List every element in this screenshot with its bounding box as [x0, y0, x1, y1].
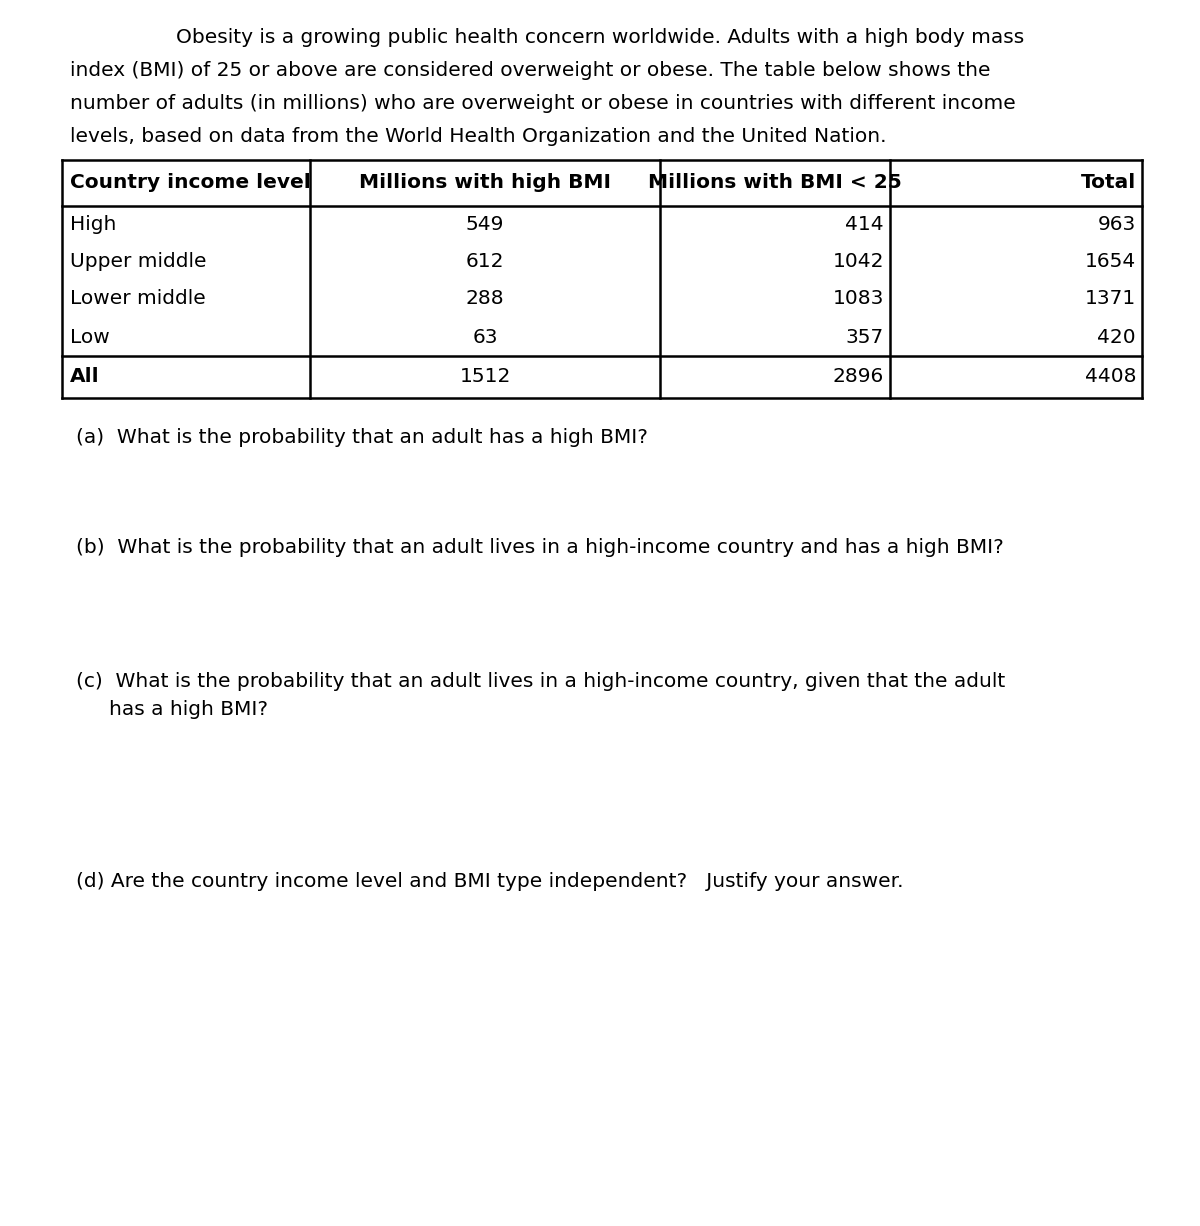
Text: (a)  What is the probability that an adult has a high BMI?: (a) What is the probability that an adul… — [76, 428, 648, 447]
Text: Lower middle: Lower middle — [70, 289, 205, 309]
Text: 1083: 1083 — [833, 289, 884, 309]
Text: 357: 357 — [846, 327, 884, 347]
Text: 414: 414 — [845, 215, 884, 234]
Text: 288: 288 — [466, 289, 504, 309]
Text: High: High — [70, 215, 116, 234]
Text: has a high BMI?: has a high BMI? — [109, 700, 269, 718]
Text: 4408: 4408 — [1085, 368, 1136, 386]
Text: 1654: 1654 — [1085, 253, 1136, 271]
Text: number of adults (in millions) who are overweight or obese in countries with dif: number of adults (in millions) who are o… — [70, 93, 1015, 113]
Text: Total: Total — [1081, 174, 1136, 192]
Text: 420: 420 — [1097, 327, 1136, 347]
Text: 2896: 2896 — [833, 368, 884, 386]
Text: 63: 63 — [473, 327, 498, 347]
Text: index (BMI) of 25 or above are considered overweight or obese. The table below s: index (BMI) of 25 or above are considere… — [70, 61, 990, 80]
Text: 1371: 1371 — [1085, 289, 1136, 309]
Text: 1512: 1512 — [460, 368, 511, 386]
Text: Upper middle: Upper middle — [70, 253, 206, 271]
Text: (c)  What is the probability that an adult lives in a high-income country, given: (c) What is the probability that an adul… — [76, 672, 1004, 691]
Text: 612: 612 — [466, 253, 504, 271]
Text: All: All — [70, 368, 100, 386]
Text: Low: Low — [70, 327, 109, 347]
Text: Obesity is a growing public health concern worldwide. Adults with a high body ma: Obesity is a growing public health conce… — [176, 28, 1024, 47]
Text: Millions with high BMI: Millions with high BMI — [359, 174, 611, 192]
Text: levels, based on data from the World Health Organization and the United Nation.: levels, based on data from the World Hea… — [70, 126, 886, 146]
Text: Country income level: Country income level — [70, 174, 311, 192]
Text: (b)  What is the probability that an adult lives in a high-income country and ha: (b) What is the probability that an adul… — [76, 538, 1003, 557]
Text: (d) Are the country income level and BMI type independent?   Justify your answer: (d) Are the country income level and BMI… — [76, 872, 904, 891]
Text: 963: 963 — [1098, 215, 1136, 234]
Text: 549: 549 — [466, 215, 504, 234]
Text: 1042: 1042 — [833, 253, 884, 271]
Text: Millions with BMI < 25: Millions with BMI < 25 — [648, 174, 902, 192]
